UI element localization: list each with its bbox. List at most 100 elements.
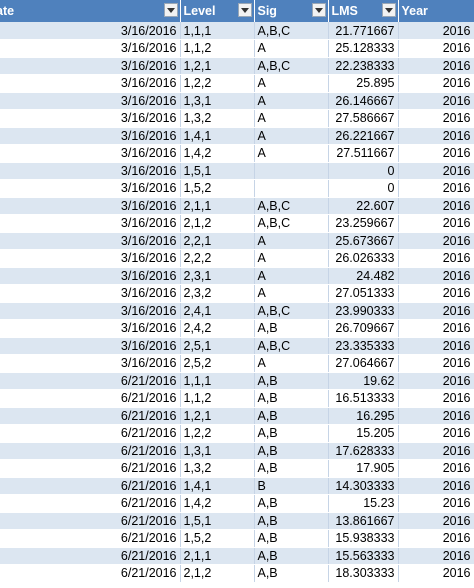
- date-cell[interactable]: 3/16/2016: [0, 214, 181, 233]
- sig-cell[interactable]: A,B: [254, 564, 329, 583]
- sig-cell[interactable]: B: [254, 477, 329, 495]
- level-cell[interactable]: 2,1,1: [180, 547, 255, 565]
- lms-cell[interactable]: 16.513333: [328, 389, 399, 408]
- level-cell[interactable]: 2,4,2: [180, 319, 255, 338]
- level-cell[interactable]: 2,2,1: [180, 232, 255, 250]
- level-cell[interactable]: 1,4,1: [180, 477, 255, 495]
- date-cell[interactable]: 3/16/2016: [0, 39, 181, 58]
- lms-cell[interactable]: 0: [328, 162, 399, 180]
- lms-cell[interactable]: 17.628333: [328, 442, 399, 460]
- date-cell[interactable]: 6/21/2016: [0, 564, 181, 583]
- year-cell[interactable]: 2016: [398, 22, 474, 40]
- date-cell[interactable]: 3/16/2016: [0, 284, 181, 303]
- sig-cell[interactable]: A,B: [254, 442, 329, 460]
- lms-cell[interactable]: 15.938333: [328, 529, 399, 548]
- year-cell[interactable]: 2016: [398, 92, 474, 110]
- year-cell[interactable]: 2016: [398, 512, 474, 530]
- sig-cell[interactable]: A,B,C: [254, 214, 329, 233]
- lms-cell[interactable]: 24.482: [328, 267, 399, 285]
- lms-cell[interactable]: 0: [328, 179, 399, 198]
- lms-cell[interactable]: 21.771667: [328, 22, 399, 40]
- lms-cell[interactable]: 25.895: [328, 74, 399, 93]
- lms-cell[interactable]: 18.303333: [328, 564, 399, 583]
- level-cell[interactable]: 2,2,2: [180, 249, 255, 268]
- level-cell[interactable]: 1,1,1: [180, 22, 255, 40]
- lms-filter-button[interactable]: [381, 3, 396, 17]
- date-cell[interactable]: 3/16/2016: [0, 197, 181, 215]
- sig-cell[interactable]: A: [254, 109, 329, 128]
- level-cell[interactable]: 2,1,2: [180, 564, 255, 583]
- lms-cell[interactable]: 22.238333: [328, 57, 399, 75]
- sig-cell[interactable]: A: [254, 144, 329, 163]
- year-cell[interactable]: 2016: [398, 389, 474, 408]
- lms-cell[interactable]: 15.205: [328, 424, 399, 443]
- level-cell[interactable]: 1,3,2: [180, 109, 255, 128]
- date-cell[interactable]: 6/21/2016: [0, 442, 181, 460]
- date-cell[interactable]: 6/21/2016: [0, 529, 181, 548]
- sig-cell[interactable]: A,B: [254, 494, 329, 513]
- level-cell[interactable]: 1,1,2: [180, 389, 255, 408]
- level-cell[interactable]: 1,2,1: [180, 407, 255, 425]
- sig-cell[interactable]: [254, 179, 329, 198]
- year-cell[interactable]: 2016: [398, 529, 474, 548]
- year-cell[interactable]: 2016: [398, 319, 474, 338]
- date-cell[interactable]: 3/16/2016: [0, 337, 181, 355]
- level-cell[interactable]: 2,5,2: [180, 354, 255, 373]
- lms-cell[interactable]: 15.563333: [328, 547, 399, 565]
- level-cell[interactable]: 1,4,2: [180, 144, 255, 163]
- date-cell[interactable]: 3/16/2016: [0, 249, 181, 268]
- level-cell[interactable]: 1,5,2: [180, 179, 255, 198]
- lms-cell[interactable]: 27.064667: [328, 354, 399, 373]
- level-cell[interactable]: 1,2,2: [180, 74, 255, 93]
- date-cell[interactable]: 6/21/2016: [0, 372, 181, 390]
- sig-cell[interactable]: A: [254, 267, 329, 285]
- date-cell[interactable]: 6/21/2016: [0, 547, 181, 565]
- sig-cell[interactable]: A,B,C: [254, 302, 329, 320]
- sig-cell[interactable]: A,B: [254, 529, 329, 548]
- year-cell[interactable]: 2016: [398, 547, 474, 565]
- level-cell[interactable]: 1,2,1: [180, 57, 255, 75]
- sig-cell[interactable]: A: [254, 249, 329, 268]
- level-cell[interactable]: 2,1,2: [180, 214, 255, 233]
- lms-cell[interactable]: 16.295: [328, 407, 399, 425]
- date-cell[interactable]: 6/21/2016: [0, 424, 181, 443]
- level-cell[interactable]: 1,4,1: [180, 127, 255, 145]
- sig-cell[interactable]: A,B,C: [254, 57, 329, 75]
- year-cell[interactable]: 2016: [398, 564, 474, 583]
- date-cell[interactable]: 3/16/2016: [0, 162, 181, 180]
- level-cell[interactable]: 2,3,2: [180, 284, 255, 303]
- sig-cell[interactable]: A: [254, 354, 329, 373]
- lms-cell[interactable]: 26.709667: [328, 319, 399, 338]
- level-cell[interactable]: 2,5,1: [180, 337, 255, 355]
- date-filter-button[interactable]: [163, 3, 178, 17]
- lms-cell[interactable]: 25.673667: [328, 232, 399, 250]
- level-cell[interactable]: 2,4,1: [180, 302, 255, 320]
- lms-cell[interactable]: 23.335333: [328, 337, 399, 355]
- lms-cell[interactable]: 15.23: [328, 494, 399, 513]
- year-cell[interactable]: 2016: [398, 407, 474, 425]
- sig-cell[interactable]: A,B: [254, 319, 329, 338]
- sig-cell[interactable]: A,B: [254, 407, 329, 425]
- lms-cell[interactable]: 27.586667: [328, 109, 399, 128]
- lms-cell[interactable]: 27.051333: [328, 284, 399, 303]
- date-cell[interactable]: 3/16/2016: [0, 354, 181, 373]
- sig-cell[interactable]: A: [254, 127, 329, 145]
- sig-cell[interactable]: A: [254, 92, 329, 110]
- year-cell[interactable]: 2016: [398, 302, 474, 320]
- date-cell[interactable]: 6/21/2016: [0, 389, 181, 408]
- level-cell[interactable]: 1,3,2: [180, 459, 255, 478]
- level-cell[interactable]: 2,1,1: [180, 197, 255, 215]
- date-cell[interactable]: 3/16/2016: [0, 57, 181, 75]
- lms-cell[interactable]: 14.303333: [328, 477, 399, 495]
- sig-cell[interactable]: A: [254, 232, 329, 250]
- year-cell[interactable]: 2016: [398, 232, 474, 250]
- sig-cell[interactable]: A,B: [254, 389, 329, 408]
- date-cell[interactable]: 6/21/2016: [0, 512, 181, 530]
- date-cell[interactable]: 3/16/2016: [0, 74, 181, 93]
- date-cell[interactable]: 3/16/2016: [0, 232, 181, 250]
- year-cell[interactable]: 2016: [398, 372, 474, 390]
- lms-cell[interactable]: 27.511667: [328, 144, 399, 163]
- year-cell[interactable]: 2016: [398, 162, 474, 180]
- level-cell[interactable]: 1,1,1: [180, 372, 255, 390]
- year-cell[interactable]: 2016: [398, 197, 474, 215]
